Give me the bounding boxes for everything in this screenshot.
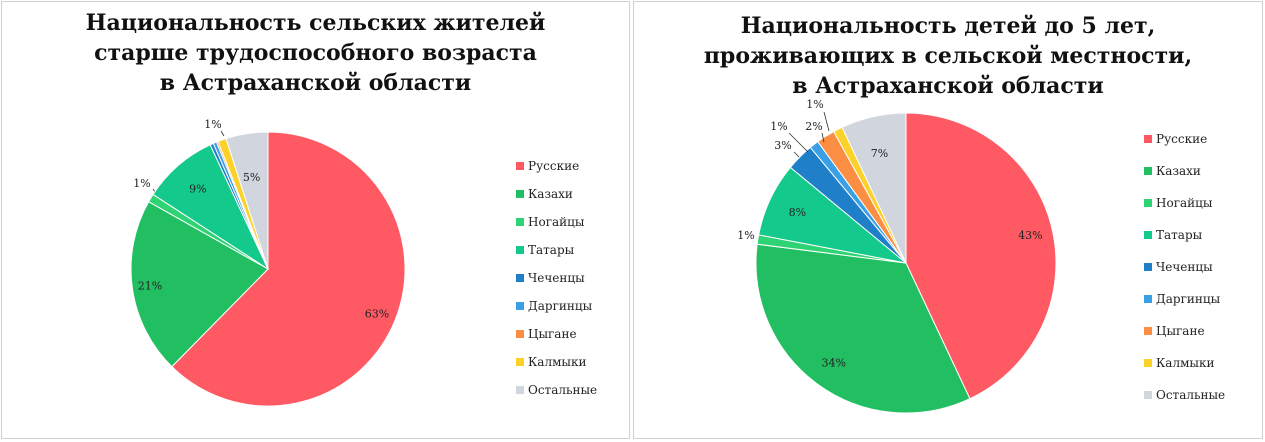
legend-label: Даргинцы bbox=[1156, 292, 1221, 306]
legend-swatch bbox=[516, 358, 524, 366]
data-label: 1% bbox=[770, 120, 787, 133]
chart-title-line: в Астраханской области bbox=[792, 73, 1104, 99]
legend-label: Остальные bbox=[528, 383, 598, 397]
leader-line bbox=[788, 132, 809, 153]
data-label: 2% bbox=[805, 120, 822, 133]
data-label: 1% bbox=[204, 118, 221, 131]
legend-label: Казахи bbox=[1156, 164, 1201, 178]
legend-swatch bbox=[516, 386, 524, 394]
legend-swatch bbox=[516, 246, 524, 254]
legend-label: Татары bbox=[1156, 228, 1203, 242]
legend-swatch bbox=[1144, 135, 1152, 143]
chart-title-line: проживающих в сельской местности, bbox=[703, 43, 1193, 69]
legend-item: Русские bbox=[1144, 123, 1225, 155]
data-label: 7% bbox=[871, 147, 888, 160]
leader-line bbox=[821, 132, 825, 143]
legend-item: Чеченцы bbox=[1144, 251, 1225, 283]
legend-swatch bbox=[516, 330, 524, 338]
legend-swatch bbox=[1144, 263, 1152, 271]
legend-item: Русские bbox=[516, 152, 597, 180]
legend-label: Казахи bbox=[528, 187, 573, 201]
data-label: 34% bbox=[821, 357, 845, 370]
legend-label: Цыгане bbox=[1156, 324, 1205, 338]
data-label: 21% bbox=[138, 280, 162, 293]
pie-slice-остальные bbox=[841, 112, 907, 264]
legend-swatch bbox=[1144, 167, 1152, 175]
data-label: 5% bbox=[243, 171, 260, 184]
chart-title: Национальность сельских жителей старше т… bbox=[2, 8, 629, 98]
chart-panel-elderly: Национальность сельских жителей старше т… bbox=[1, 1, 630, 439]
legend-item: Татары bbox=[516, 236, 597, 264]
legend-label: Остальные bbox=[1156, 388, 1226, 402]
data-label: 43% bbox=[1018, 229, 1042, 242]
legend-swatch bbox=[516, 190, 524, 198]
legend-item: Ногайцы bbox=[1144, 187, 1225, 219]
legend-item: Калмыки bbox=[1144, 347, 1225, 379]
legend-swatch bbox=[1144, 327, 1152, 335]
legend-item: Остальные bbox=[516, 376, 597, 404]
data-label: 1% bbox=[133, 177, 150, 190]
data-label: 8% bbox=[789, 206, 806, 219]
chart-title-line: Национальность сельских жителей bbox=[85, 10, 546, 36]
pie-slice-русские bbox=[171, 131, 406, 407]
data-label: 3% bbox=[774, 139, 791, 152]
chart-panel-children: Национальность детей до 5 лет, проживающ… bbox=[633, 1, 1263, 439]
legend-label: Калмыки bbox=[528, 355, 587, 369]
pie-chart: 63% 21% 1% 9% 1% 5% bbox=[130, 118, 406, 407]
legend-item: Ногайцы bbox=[516, 208, 597, 236]
legend-item: Чеченцы bbox=[516, 264, 597, 292]
chart-title-line: в Астраханской области bbox=[159, 70, 472, 96]
legend-label: Татары bbox=[528, 243, 575, 257]
pie-slice-остальные bbox=[225, 131, 269, 270]
leader-line bbox=[220, 130, 225, 137]
data-label: 1% bbox=[737, 229, 754, 242]
legend-item: Калмыки bbox=[516, 348, 597, 376]
legend-label: Русские bbox=[1156, 132, 1208, 146]
legend-swatch bbox=[516, 218, 524, 226]
legend-swatch bbox=[516, 274, 524, 282]
legend-item: Даргинцы bbox=[1144, 283, 1225, 315]
legend-label: Даргинцы bbox=[528, 299, 593, 313]
legend-swatch bbox=[1144, 359, 1152, 367]
legend-swatch bbox=[1144, 391, 1152, 399]
legend-item: Казахи bbox=[1144, 155, 1225, 187]
leader-line bbox=[793, 151, 800, 158]
legend-item: Цыгане bbox=[1144, 315, 1225, 347]
legend-label: Чеченцы bbox=[528, 271, 585, 285]
legend: Русские Казахи Ногайцы Татары Чеченцы Даргинц… bbox=[516, 152, 597, 404]
data-label: 9% bbox=[189, 182, 206, 195]
pie-slice-русские bbox=[905, 112, 1057, 400]
legend-label: Русские bbox=[528, 159, 580, 173]
chart-title-line: Национальность детей до 5 лет, bbox=[740, 13, 1156, 39]
pie-chart: 43% 34% 1% 8% 3% 1% 2% 1% 7% bbox=[737, 98, 1057, 414]
legend-label: Чеченцы bbox=[1156, 260, 1213, 274]
legend-swatch bbox=[516, 162, 524, 170]
data-label: 63% bbox=[365, 308, 389, 321]
legend-swatch bbox=[1144, 295, 1152, 303]
legend-swatch bbox=[516, 302, 524, 310]
legend-label: Цыгане bbox=[528, 327, 577, 341]
pie-slice-казахи bbox=[755, 243, 971, 414]
legend-item: Даргинцы bbox=[516, 292, 597, 320]
legend-label: Ногайцы bbox=[1156, 196, 1213, 210]
legend-swatch bbox=[1144, 231, 1152, 239]
legend-item: Казахи bbox=[516, 180, 597, 208]
chart-title-line: старше трудоспособного возраста bbox=[94, 40, 537, 66]
legend-item: Цыгане bbox=[516, 320, 597, 348]
data-label: 1% bbox=[806, 98, 823, 111]
pie-slice-казахи bbox=[130, 201, 269, 368]
legend-item: Остальные bbox=[1144, 379, 1225, 411]
legend-swatch bbox=[1144, 199, 1152, 207]
leader-line bbox=[823, 111, 830, 132]
legend-item: Татары bbox=[1144, 219, 1225, 251]
legend: Русские Казахи Ногайцы Татары Чеченцы Даргинц… bbox=[1144, 123, 1225, 411]
legend-label: Ногайцы bbox=[528, 215, 585, 229]
chart-title: Национальность детей до 5 лет, проживающ… bbox=[634, 11, 1262, 101]
legend-label: Калмыки bbox=[1156, 356, 1215, 370]
